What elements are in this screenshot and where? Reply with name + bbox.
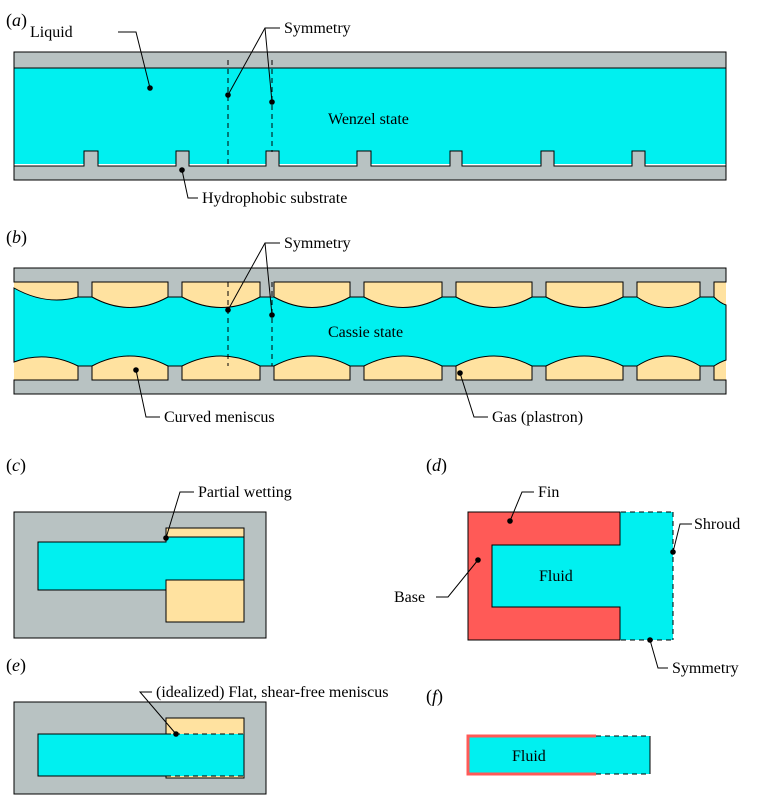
panel-e-label: (e) (6, 655, 26, 676)
label-symmetry-b: Symmetry (284, 235, 351, 252)
fluid-domain-f (468, 736, 650, 774)
leader-fin (509, 491, 534, 522)
panel-c-label: (c) (6, 455, 26, 476)
panel-c: (c) Partial wetting (6, 455, 292, 639)
leader-partial-wetting (165, 491, 194, 539)
panel-a-label: (a) (6, 10, 27, 31)
pointer-symmetry-a-2 (269, 99, 275, 105)
label-base: Base (394, 589, 425, 606)
label-flat-meniscus: (idealized) Flat, shear-free meniscus (156, 684, 388, 701)
label-gas-plastron: Gas (plastron) (492, 409, 583, 426)
heated-wall-f (466, 734, 596, 776)
label-liquid: Liquid (30, 24, 73, 41)
leader-symmetry-b-2 (264, 242, 273, 316)
pointer-symmetry-b-2 (269, 312, 275, 318)
leader-substrate (181, 169, 198, 199)
pointer-symmetry-b-1 (225, 307, 231, 313)
label-hydrophobic-substrate: Hydrophobic substrate (202, 190, 347, 207)
leader-flat-meniscus (138, 691, 177, 735)
liquid-region-b (13, 287, 727, 367)
panel-d-label: (d) (426, 455, 447, 476)
leader-gas-plastron (459, 372, 488, 418)
leader-curved-meniscus (135, 369, 160, 418)
label-partial-wetting: Partial wetting (198, 484, 292, 501)
leader-shroud (672, 523, 692, 553)
fin-base-d (467, 511, 621, 641)
label-curved-meniscus: Curved meniscus (164, 409, 275, 426)
label-symmetry-d: Symmetry (672, 660, 739, 677)
leader-symmetry-d (649, 639, 668, 669)
label-shroud: Shroud (694, 516, 740, 533)
top-plate-a (13, 51, 727, 69)
panel-e: (e) (idealized) Flat, shear-free meniscu… (6, 655, 388, 795)
pointer-symmetry-a-1 (225, 92, 231, 98)
leader-symmetry-a-2 (264, 27, 273, 103)
top-plate-b (13, 267, 727, 298)
panel-b-label: (b) (6, 227, 27, 248)
panel-f-label: (f) (426, 686, 443, 707)
liquid-region-a (14, 68, 726, 164)
label-cassie-state: Cassie state (328, 324, 403, 341)
panel-a: (a) Liquid Symmetry Wenzel state Hydroph… (6, 10, 727, 207)
label-fluid-f: Fluid (512, 748, 546, 765)
pointer-liquid (147, 85, 153, 91)
panel-b: (b) Symmetry Cassie state Curved meniscu… (6, 227, 727, 426)
liquid-over-gas-e (166, 734, 244, 776)
label-fin: Fin (538, 484, 559, 501)
label-wenzel-state: Wenzel state (328, 111, 409, 128)
leader-liquid (118, 31, 151, 89)
hydrophobic-substrate-a (13, 150, 727, 181)
panel-d: (d) Fluid Fin Shroud Base Symmetry (394, 455, 740, 677)
label-fluid-d: Fluid (539, 568, 573, 585)
label-symmetry-a: Symmetry (284, 20, 351, 37)
leader-base (436, 559, 479, 598)
liquid-region-e (37, 733, 166, 777)
panel-f: (f) Fluid (426, 686, 651, 776)
